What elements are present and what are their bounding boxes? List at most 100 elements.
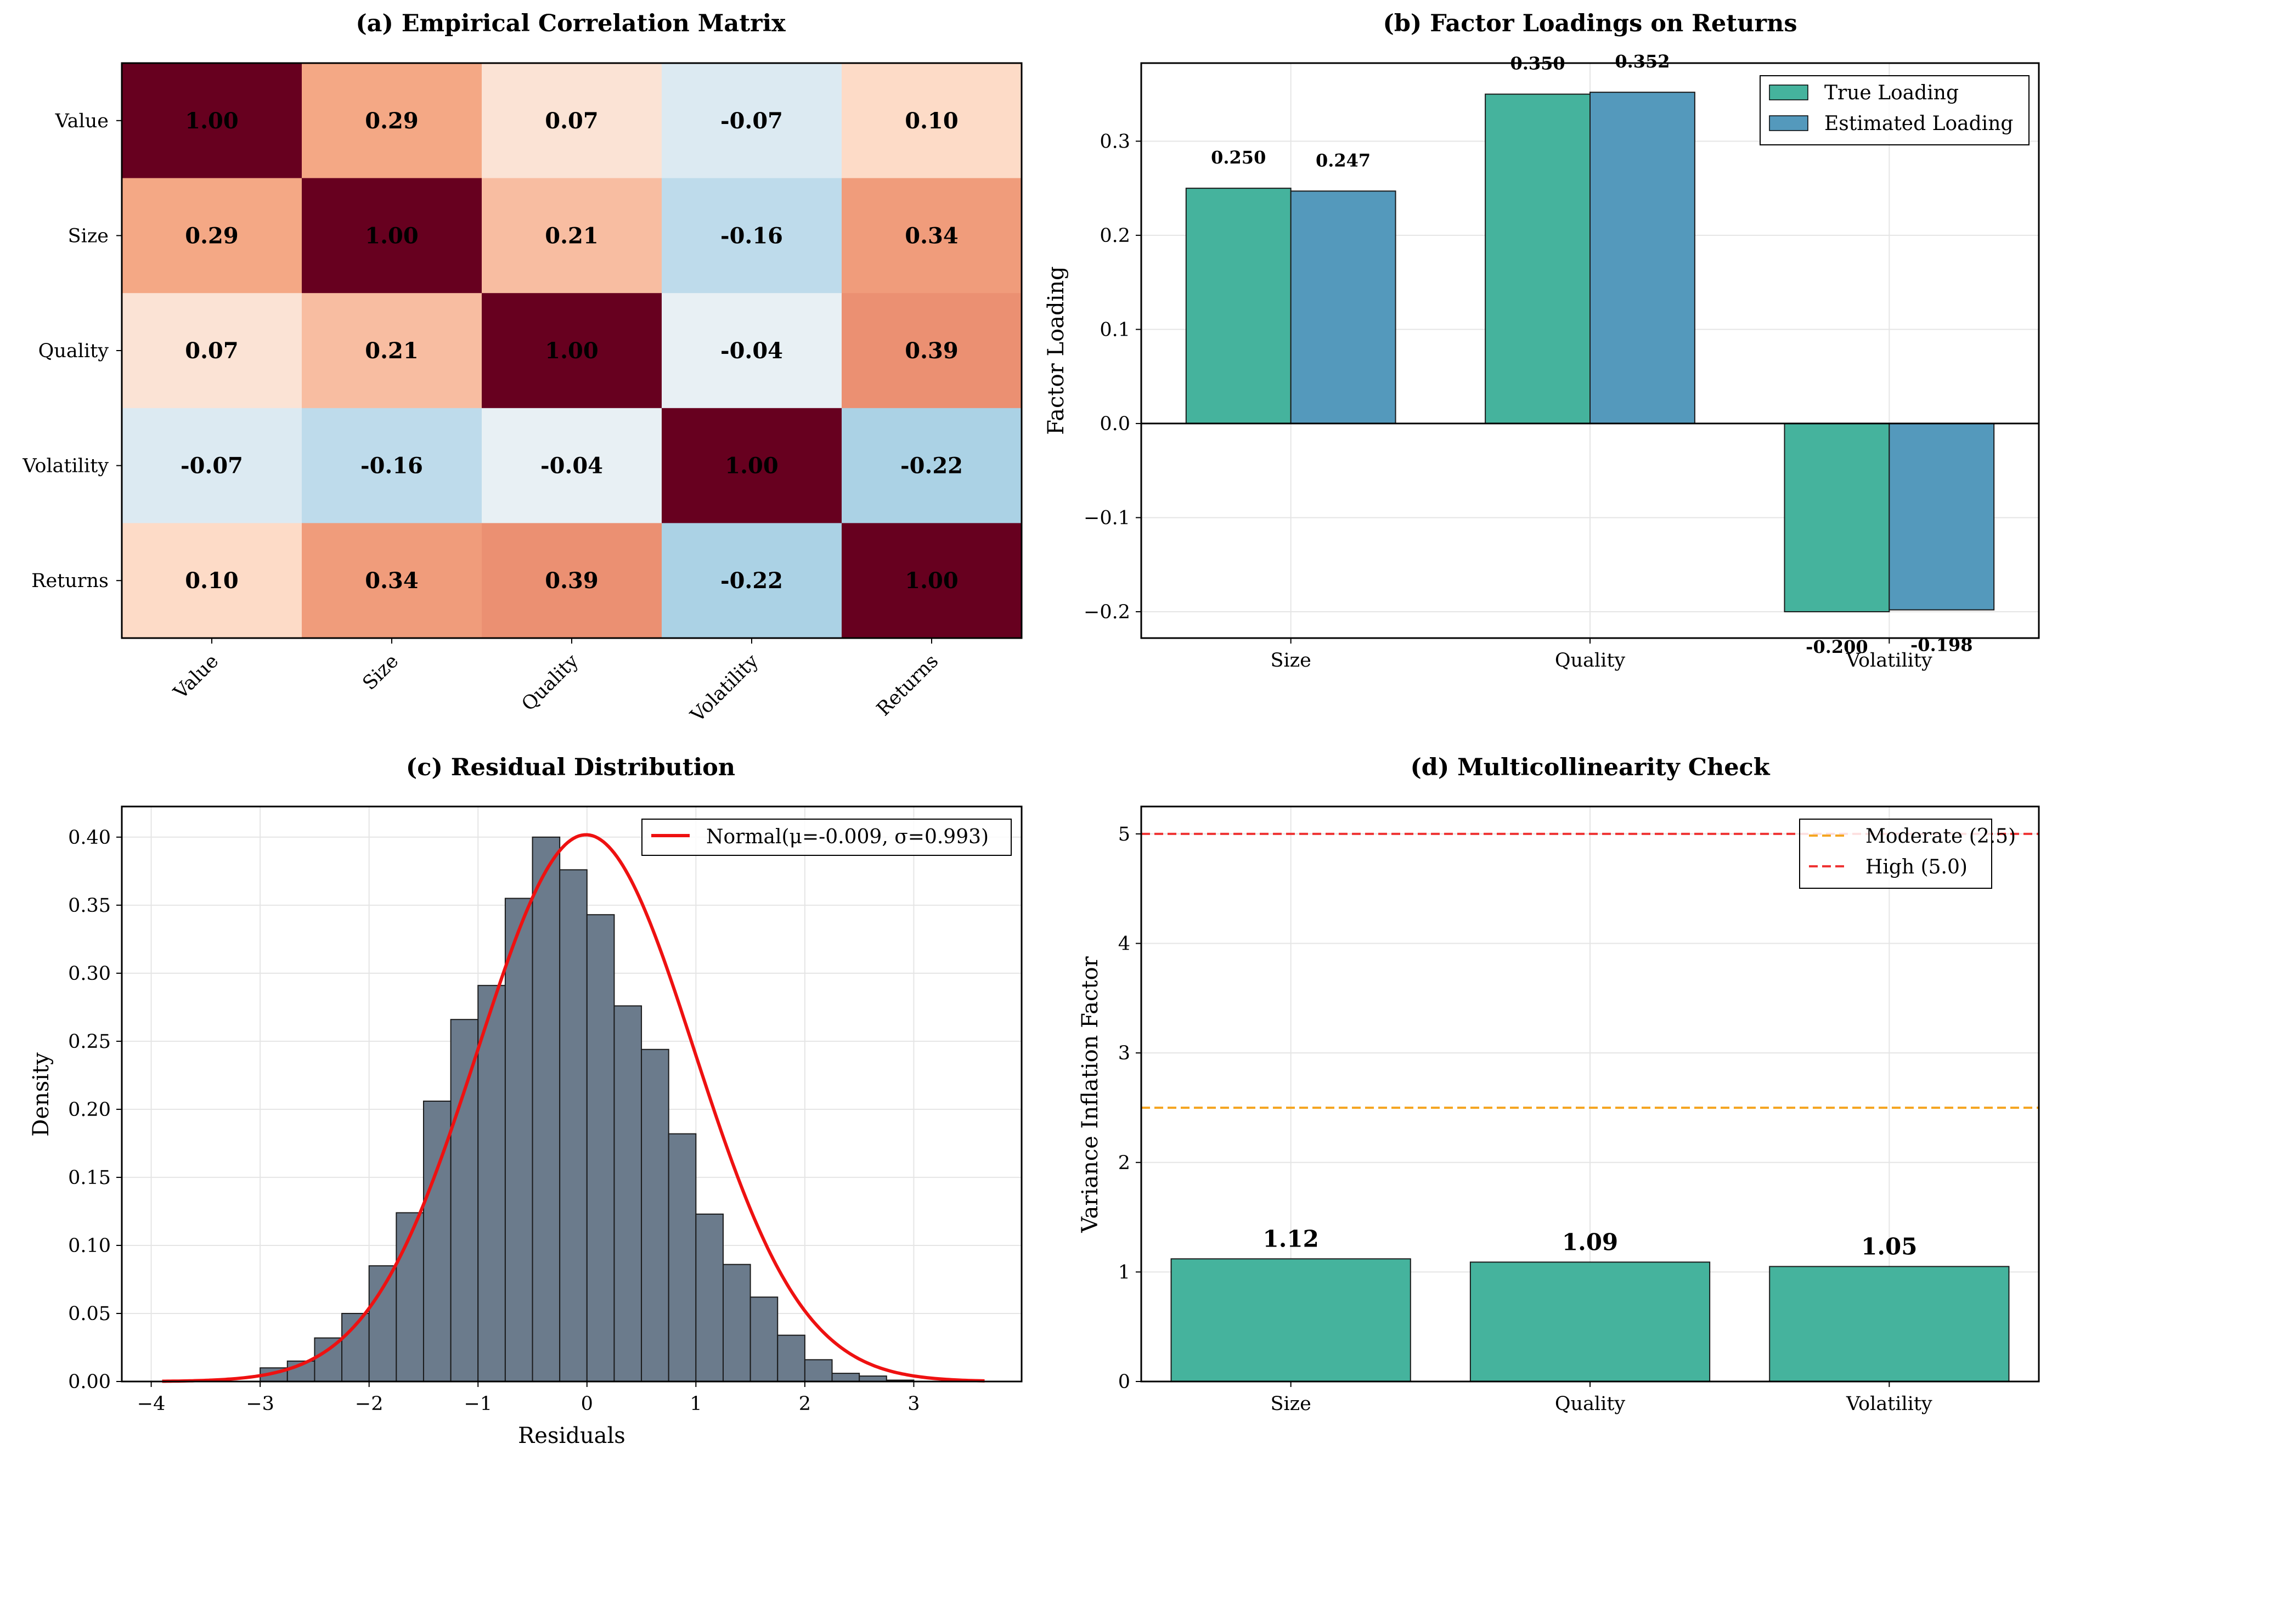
vif-bar-label-volatility: 1.05 — [1861, 1233, 1917, 1260]
heatmap-y-tick-volatility: Volatility — [22, 455, 109, 477]
histogram-x-ticks: −4 −3 −2 −1 0 1 2 3 — [137, 1381, 920, 1415]
vif-legend: Moderate (2.5) High (5.0) — [1799, 819, 2016, 889]
loadings-frame — [1140, 62, 2040, 639]
heatmap-cell — [662, 293, 842, 409]
loadings-y-axis-label: Factor Loading — [1044, 266, 1069, 435]
heatmap-cell — [482, 523, 662, 639]
heatmap-y-tick-size: Size — [68, 225, 109, 247]
heatmap-cell-value: 0.39 — [545, 568, 598, 594]
heatmap-cell-value: -0.04 — [720, 338, 783, 364]
figure: (a) Empirical Correlation Matrix 1.00 0.2… — [22, 10, 2040, 1448]
vif-y-tick-label: 4 — [1118, 933, 1130, 955]
legend-swatch-true-loading — [1769, 84, 1808, 100]
histogram-bar — [586, 914, 615, 1382]
heatmap-x-tick-volatility: Volatility — [686, 650, 763, 727]
loadings-bar-label: 0.250 — [1211, 147, 1266, 168]
vif-y-ticks: 0 1 2 3 4 5 — [1118, 824, 1141, 1393]
heatmap-cells — [122, 63, 1022, 639]
heatmap-cell-value: 1.00 — [545, 338, 598, 364]
legend-label-normal-fit: Normal(μ=-0.009, σ=0.993) — [706, 826, 989, 848]
histogram-bar — [504, 898, 533, 1383]
heatmap-cell-value: -0.07 — [720, 108, 783, 134]
histogram-frame — [121, 805, 1023, 1383]
loadings-y-tick-label: 0.1 — [1100, 319, 1130, 341]
histogram-y-tick-label: 0.05 — [68, 1303, 111, 1325]
heatmap-cell-value: -0.22 — [720, 568, 783, 594]
vif-reference-lines — [1141, 832, 2039, 1109]
histogram-bar — [450, 1019, 479, 1382]
histogram-x-tick-label: 2 — [799, 1393, 811, 1415]
histogram-bars — [260, 836, 915, 1383]
histogram-title: (c) Residual Distribution — [406, 754, 735, 781]
histogram-bar — [749, 1296, 779, 1383]
vif-bar-label-quality: 1.09 — [1562, 1228, 1618, 1255]
histogram-y-axis-label: Density — [29, 1052, 54, 1137]
vif-bar-labels: 1.12 1.09 1.05 — [1263, 1225, 1918, 1260]
heatmap-cell-value: 0.07 — [185, 338, 238, 364]
histogram-bar — [396, 1212, 424, 1383]
residual-distribution-panel: (c) Residual Distribution −4 −3 −2 −1 0 1 2 3 0… — [29, 754, 1023, 1448]
histogram-x-tick-label: 1 — [690, 1393, 702, 1415]
heatmap-y-tick-quality: Quality — [38, 340, 109, 362]
heatmap-cell — [842, 178, 1022, 294]
heatmap-y-tick-labels: Value Size Quality Volatility Returns — [22, 110, 122, 592]
histogram-bar — [695, 1213, 724, 1383]
loadings-legend: True Loading Estimated Loading — [1760, 75, 2030, 145]
histogram-y-tick-label: 0.20 — [68, 1099, 111, 1121]
histogram-bar — [722, 1264, 751, 1382]
histogram-y-tick-label: 0.15 — [68, 1167, 111, 1189]
heatmap-cell-value: -0.16 — [360, 453, 423, 479]
loadings-y-tick-label: 0.3 — [1100, 131, 1130, 153]
heatmap-cell — [122, 408, 302, 523]
loadings-bar-label: 0.247 — [1316, 150, 1371, 171]
vif-frame — [1140, 805, 2040, 1383]
heatmap-cell — [302, 293, 482, 409]
heatmap-y-tick-value: Value — [55, 110, 109, 132]
vif-y-tick-label: 3 — [1118, 1042, 1130, 1064]
histogram-bar — [831, 1373, 860, 1383]
legend-label-moderate: Moderate (2.5) — [1865, 825, 2016, 848]
correlation-heatmap-panel: (a) Empirical Correlation Matrix 1.00 0.2… — [22, 10, 1023, 727]
vif-y-tick-label: 0 — [1118, 1371, 1130, 1393]
histogram-legend: Normal(μ=-0.009, σ=0.993) — [641, 819, 1012, 856]
heatmap-cell — [122, 178, 302, 294]
histogram-bar — [532, 836, 561, 1382]
heatmap-cell — [482, 63, 662, 179]
heatmap-cell-value: 0.07 — [545, 108, 598, 134]
heatmap-frame — [121, 62, 1023, 639]
vif-bar-volatility — [1769, 1266, 2010, 1382]
loadings-y-tick-label: −0.2 — [1084, 601, 1130, 623]
heatmap-cell-value: -0.04 — [540, 453, 603, 479]
heatmap-x-tick-quality: Quality — [517, 650, 583, 715]
heatmap-x-tick-labels: Value Size Quality Volatility Returns — [170, 638, 943, 727]
legend-label-estimated-loading: Estimated Loading — [1824, 112, 2013, 135]
histogram-bar — [314, 1337, 343, 1382]
multicollinearity-panel: (d) Multicollinearity Check 1.12 1.09 1.05… — [1078, 754, 2040, 1415]
histogram-bar — [777, 1334, 805, 1382]
heatmap-cell-value: 0.10 — [185, 568, 238, 594]
heatmap-cell — [662, 523, 842, 639]
histogram-x-axis-label: Residuals — [518, 1423, 625, 1448]
histogram-bar — [668, 1133, 697, 1383]
heatmap-x-tick-returns: Returns — [872, 650, 943, 720]
histogram-bar — [559, 869, 588, 1382]
histogram-y-tick-label: 0.00 — [68, 1371, 111, 1393]
heatmap-cell-value: 0.10 — [905, 108, 958, 134]
histogram-x-tick-label: 3 — [907, 1393, 920, 1415]
heatmap-cell — [662, 63, 842, 179]
loadings-y-tick-label: 0.0 — [1100, 413, 1130, 435]
loadings-y-tick-label: 0.2 — [1100, 225, 1130, 247]
loadings-bar-estimated-loading-volatility — [1889, 422, 1995, 611]
heatmap-cell-value: 0.29 — [365, 108, 418, 134]
histogram-bar — [368, 1265, 397, 1382]
loadings-title: (b) Factor Loadings on Returns — [1383, 10, 1797, 37]
heatmap-cell — [302, 408, 482, 523]
legend-swatch-estimated-loading — [1769, 115, 1808, 131]
histogram-x-tick-label: 0 — [581, 1393, 593, 1415]
loadings-y-tick-label: −0.1 — [1084, 507, 1130, 529]
heatmap-cell — [482, 178, 662, 294]
histogram-bar — [613, 1005, 642, 1383]
heatmap-cell-value: 0.21 — [545, 223, 598, 249]
heatmap-cell — [482, 293, 662, 409]
heatmap-cell-value: 1.00 — [365, 223, 418, 249]
